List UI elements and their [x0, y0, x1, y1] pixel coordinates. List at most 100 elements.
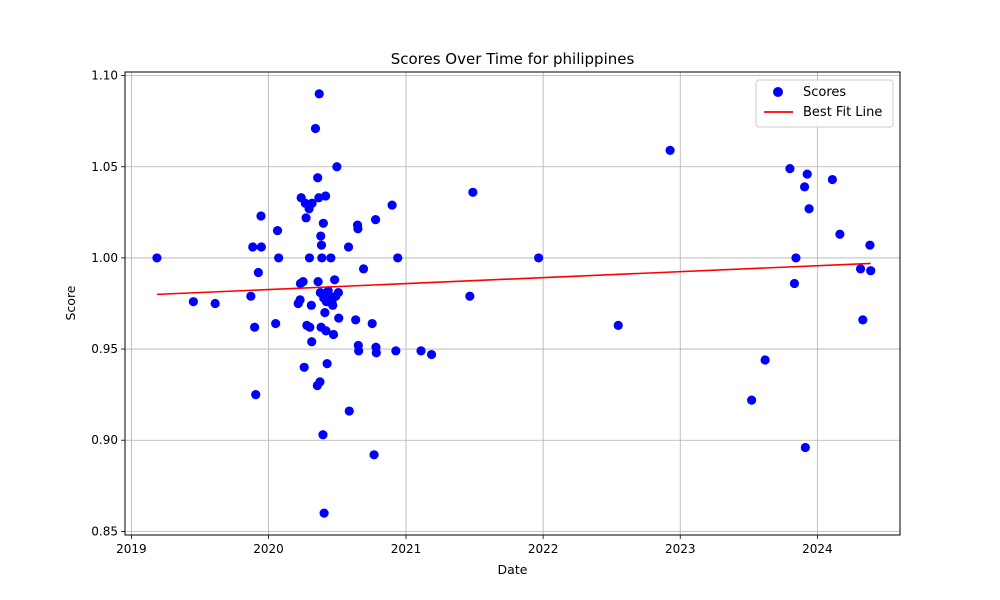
scatter-point — [534, 253, 544, 263]
x-tick-label: 2021 — [391, 542, 422, 556]
x-tick-label: 2022 — [528, 542, 559, 556]
scatter-point — [791, 253, 801, 263]
x-tick-label: 2020 — [253, 542, 284, 556]
scatter-point — [295, 295, 305, 305]
scatter-point — [333, 287, 343, 298]
scatter-point — [393, 253, 403, 263]
scatter-point — [299, 362, 309, 372]
y-tick-label: 0.85 — [91, 524, 118, 538]
scatter-point — [256, 242, 266, 252]
scatter-point — [301, 213, 311, 223]
legend: Scores Best Fit Line — [755, 79, 894, 128]
scatter-point — [827, 174, 837, 185]
scatter-point — [351, 315, 361, 325]
scatter-point — [328, 329, 339, 340]
scatter-point — [328, 300, 338, 310]
y-tick-label: 1.10 — [91, 69, 118, 83]
legend-label-best-fit-line: Best Fit Line — [803, 105, 882, 120]
scatter-point — [307, 337, 317, 347]
scatter-point — [314, 89, 324, 99]
y-axis-label: Score — [63, 285, 78, 320]
x-axis-ticks: 2019 2020 2021 2022 2023 2024 — [116, 535, 833, 556]
scatter-point — [465, 291, 475, 301]
scatter-point — [315, 377, 325, 387]
y-tick-label: 1.05 — [91, 160, 118, 174]
scatter-point — [387, 200, 397, 210]
scatter-point — [416, 346, 426, 356]
x-tick-label: 2023 — [665, 542, 696, 556]
scatter-point — [358, 264, 369, 274]
scatter-point — [865, 240, 875, 250]
y-axis-ticks: 0.85 0.90 0.95 1.00 1.05 1.10 — [91, 69, 125, 538]
x-axis-label: Date — [498, 562, 528, 577]
grid-lines — [125, 72, 900, 535]
scatter-point — [248, 242, 258, 252]
scatter-point — [747, 395, 757, 405]
scatter-point — [253, 267, 263, 278]
scatter-point — [313, 277, 323, 287]
scatter-point — [210, 298, 220, 309]
scatter-point — [320, 308, 330, 318]
scatter-point — [866, 266, 876, 276]
scatter-series-scores — [152, 89, 876, 518]
scatter-point — [188, 297, 198, 307]
scatter-point — [391, 346, 401, 356]
series-layer — [152, 89, 876, 518]
scatter-point — [251, 390, 261, 400]
scatter-point — [316, 231, 326, 241]
legend-label-scores: Scores — [803, 85, 846, 100]
scatter-point — [318, 218, 328, 228]
scatter-point — [334, 313, 344, 323]
scatter-point — [332, 162, 342, 172]
scatter-point — [785, 164, 795, 174]
scatter-point — [344, 406, 354, 416]
scatter-point — [319, 508, 329, 518]
scatter-point — [371, 348, 381, 358]
scatter-point — [298, 277, 308, 287]
scatter-point — [802, 169, 812, 179]
scatter-point — [370, 215, 381, 225]
scatter-point — [858, 315, 868, 325]
scatter-point — [307, 198, 317, 208]
scatter-point — [369, 450, 379, 460]
legend-marker-scores — [773, 87, 783, 97]
scatter-point — [318, 430, 328, 440]
scatter-point — [343, 242, 354, 252]
scatter-point — [152, 253, 162, 263]
scatter-point — [250, 322, 260, 332]
scatter-point — [800, 442, 810, 453]
y-tick-label: 1.00 — [91, 251, 118, 265]
scatter-point — [613, 320, 623, 330]
scatter-point — [316, 240, 327, 250]
scatter-point — [665, 145, 675, 155]
scatter-point — [271, 318, 281, 329]
scatter-point — [256, 211, 266, 221]
scatter-point — [760, 355, 770, 365]
scatter-point — [799, 182, 810, 192]
x-tick-label: 2024 — [802, 542, 833, 556]
scatter-point — [468, 187, 478, 197]
best-fit-line — [156, 262, 871, 296]
plot-frame — [124, 71, 901, 536]
scatter-point — [426, 349, 437, 360]
scatter-point — [326, 253, 336, 263]
chart-title: Scores Over Time for philippines — [391, 50, 635, 68]
scatter-point — [313, 173, 323, 183]
scatter-point — [317, 253, 327, 263]
scatter-point — [321, 326, 331, 336]
scatter-point — [855, 264, 866, 274]
scatter-point — [246, 291, 256, 301]
y-tick-label: 0.95 — [91, 342, 118, 356]
scatter-point — [310, 123, 321, 134]
scatter-point — [804, 204, 814, 214]
scatter-point — [321, 191, 331, 201]
scatter-point — [353, 224, 363, 234]
scatter-point — [789, 278, 800, 289]
scatter-point — [304, 253, 315, 263]
scatter-point — [272, 225, 283, 236]
x-tick-label: 2019 — [116, 542, 147, 556]
scatter-point — [354, 346, 364, 356]
scatter-point — [330, 275, 340, 285]
y-tick-label: 0.90 — [91, 433, 118, 447]
